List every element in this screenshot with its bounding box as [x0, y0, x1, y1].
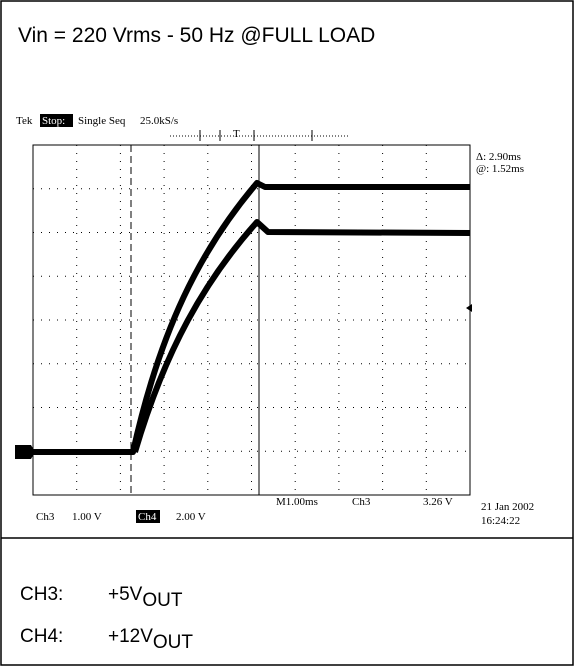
legend-channel: CH3:: [20, 584, 63, 605]
title: Vin = 220 Vrms - 50 Hz @FULL LOAD: [18, 24, 375, 47]
status: Stop:: [42, 115, 65, 127]
mode: Single Seq: [78, 115, 126, 127]
sample-rate: 25.0kS/s: [140, 115, 178, 127]
ground-marker: [15, 445, 35, 459]
time: 16:24:22: [481, 515, 520, 527]
trace-ch3: [132, 219, 471, 453]
legend-signal: +5VOUT: [108, 584, 183, 611]
ch3-label: Ch3: [36, 511, 55, 523]
ch4-label-bg: [136, 510, 160, 523]
record-bracket: [170, 130, 348, 141]
signal-subscript: OUT: [153, 632, 194, 653]
timebase: M1.00ms: [276, 496, 318, 508]
trigger-level-marker: [466, 304, 472, 312]
trigger-source: Ch3: [352, 496, 371, 508]
ch3-scale: 1.00 V: [72, 511, 102, 523]
legend-channel: CH4:: [20, 626, 63, 647]
ch4-scale: 2.00 V: [176, 511, 206, 523]
trace-ch4: [33, 180, 470, 455]
signal-name: +5V: [108, 584, 143, 605]
cursor-position: @: 1.52ms: [476, 163, 524, 175]
legend-signal: +12VOUT: [108, 626, 193, 653]
brand: Tek: [16, 115, 33, 127]
cursor-delta: Δ: 2.90ms: [476, 151, 521, 163]
trigger-level: 3.26 V: [423, 496, 453, 508]
signal-name: +12V: [108, 626, 153, 647]
date: 21 Jan 2002: [481, 501, 534, 513]
trigger-marker: T: [233, 128, 240, 140]
signal-subscript: OUT: [142, 590, 183, 611]
ch4-label: Ch4: [138, 511, 157, 523]
status-bg: [40, 114, 73, 127]
